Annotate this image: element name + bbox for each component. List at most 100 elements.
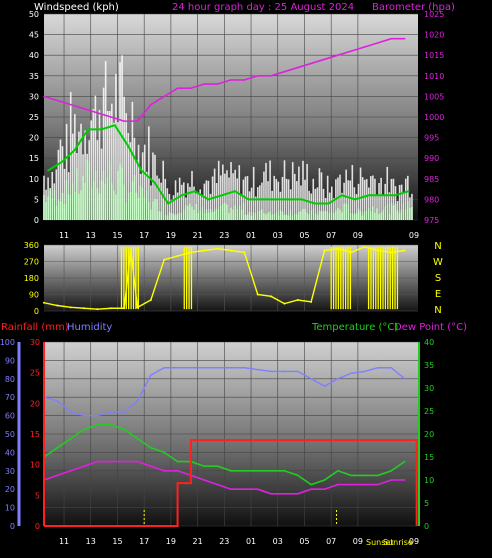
direction-point bbox=[109, 307, 112, 310]
wind-x-tick: 11 bbox=[59, 231, 69, 240]
temp-x-tick: 15 bbox=[112, 537, 122, 546]
temperature-axis-title: Temperature (°C) bbox=[311, 322, 398, 333]
wind-trend-point bbox=[327, 202, 330, 205]
barometer-point bbox=[323, 58, 326, 61]
temperature-point bbox=[56, 447, 59, 449]
wind-trend-point bbox=[113, 124, 116, 127]
temperature-point bbox=[390, 470, 393, 472]
humidity-point bbox=[150, 374, 152, 376]
barometer-point bbox=[190, 87, 192, 89]
temperature-point bbox=[310, 483, 312, 486]
direction-point bbox=[363, 245, 366, 248]
dewpoint-point bbox=[337, 483, 339, 486]
barometer-point bbox=[56, 99, 59, 102]
dewpoint-point bbox=[283, 493, 286, 495]
rainfall-y-tick: 25 bbox=[30, 369, 40, 378]
barometer-y-tick: 980 bbox=[424, 195, 439, 204]
humidity-y-tick: 60 bbox=[5, 412, 15, 421]
dewpoint-point bbox=[256, 488, 259, 491]
temperature-y-tick: 40 bbox=[424, 338, 434, 347]
temperature-point bbox=[109, 424, 112, 426]
temperature-y-tick: 25 bbox=[424, 407, 434, 416]
direction-point bbox=[270, 295, 273, 298]
temp-x-tick: 23 bbox=[219, 537, 229, 546]
wind-y-tick: 5 bbox=[34, 195, 39, 204]
barometer-point bbox=[363, 46, 366, 48]
barometer-series bbox=[43, 37, 406, 122]
dewpoint-point bbox=[390, 479, 393, 481]
wind-y-tick: 0 bbox=[34, 216, 39, 225]
direction-grid bbox=[44, 244, 418, 312]
wind-trend-point bbox=[47, 169, 49, 172]
wind-trend-point bbox=[287, 198, 290, 201]
direction-point bbox=[296, 299, 299, 301]
temperature-y-tick: 0 bbox=[424, 522, 429, 531]
temperature-point bbox=[150, 447, 152, 449]
barometer-point bbox=[283, 70, 286, 73]
barometer-point bbox=[403, 37, 406, 40]
humidity-point bbox=[69, 411, 72, 413]
direction-point bbox=[376, 249, 379, 252]
wind-trend-point bbox=[394, 194, 397, 197]
dewpoint-point bbox=[216, 483, 219, 486]
barometer-point bbox=[243, 79, 246, 81]
wind-y-tick: 50 bbox=[29, 10, 39, 19]
humidity-y-tick: 80 bbox=[5, 375, 15, 384]
temperature-point bbox=[377, 474, 379, 477]
humidity-point bbox=[363, 370, 366, 373]
direction-point bbox=[203, 249, 206, 252]
dewpoint-point bbox=[350, 483, 353, 486]
wind-trend-point bbox=[73, 149, 76, 151]
wind-y-tick: 20 bbox=[29, 134, 39, 143]
direction-point bbox=[256, 293, 259, 296]
temperature-point bbox=[270, 470, 272, 472]
dewpoint-line bbox=[43, 460, 405, 495]
wind-trend-point bbox=[167, 202, 170, 205]
barometer-point bbox=[176, 87, 179, 89]
humidity-point bbox=[109, 411, 112, 413]
humidity-point bbox=[243, 366, 246, 369]
barometer-y-tick: 1000 bbox=[424, 113, 444, 122]
temperature-point bbox=[363, 474, 366, 477]
dewpoint-axis-title: Dew Point (°C) bbox=[394, 322, 467, 333]
temp-x-tick: 19 bbox=[166, 537, 176, 546]
dewpoint-point bbox=[123, 460, 125, 463]
dewpoint-point bbox=[163, 470, 166, 472]
wind-trend-point bbox=[100, 128, 103, 131]
humidity-point bbox=[203, 366, 206, 369]
humidity-y-tick: 0 bbox=[10, 522, 15, 531]
barometer-point bbox=[69, 103, 72, 106]
humidity-point bbox=[176, 366, 179, 369]
dewpoint-point bbox=[83, 465, 85, 468]
temperature-point bbox=[296, 474, 299, 477]
barometer-line bbox=[43, 37, 405, 122]
humidity-point bbox=[83, 414, 85, 417]
wind-trend-point bbox=[300, 198, 303, 201]
direction-point bbox=[403, 249, 406, 252]
dewpoint-point bbox=[69, 470, 72, 472]
barometer-point bbox=[216, 83, 219, 85]
wind-axis-title: Windspeed (kph) bbox=[34, 2, 119, 13]
humidity-y-tick: 40 bbox=[5, 448, 15, 457]
wind-y-tick: 45 bbox=[29, 31, 39, 40]
temp-x-tick: 11 bbox=[59, 537, 69, 546]
dewpoint-point bbox=[323, 488, 326, 491]
humidity-y-tick: 90 bbox=[5, 356, 15, 365]
temp-x-tick: 03 bbox=[273, 537, 283, 546]
dewpoint-point bbox=[176, 470, 179, 472]
dewpoint-point bbox=[203, 479, 206, 481]
humidity-y-tick: 70 bbox=[5, 393, 15, 402]
direction-point bbox=[83, 307, 86, 310]
wind-trend-point bbox=[140, 169, 143, 172]
temperature-point bbox=[69, 437, 72, 440]
humidity-point bbox=[310, 378, 312, 380]
barometer-point bbox=[270, 75, 272, 77]
direction-point bbox=[163, 258, 166, 261]
temperature-y-tick: 35 bbox=[424, 361, 434, 370]
dewpoint-point bbox=[310, 488, 312, 491]
barometer-point bbox=[296, 66, 299, 69]
wind-trend-point bbox=[367, 194, 370, 197]
direction-point bbox=[336, 247, 339, 250]
temp-x-tick: 07 bbox=[326, 537, 336, 546]
